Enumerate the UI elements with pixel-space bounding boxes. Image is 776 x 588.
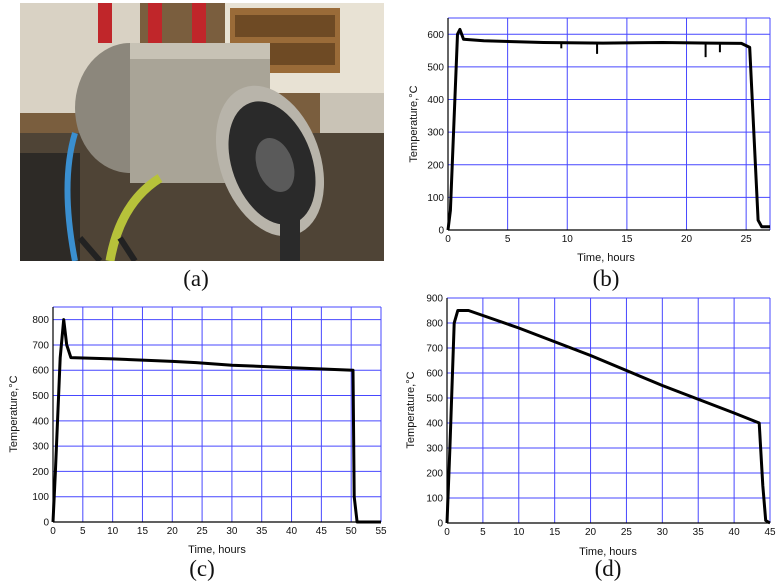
caption-b: (b) <box>592 266 620 291</box>
furnace-photo <box>20 3 384 261</box>
chart-d-x-tick-label: 5 <box>480 527 486 538</box>
chart-d-x-tick-label: 35 <box>693 527 705 538</box>
chart-c-y-tick-label: 0 <box>43 518 49 529</box>
chart-c-x-tick-label: 45 <box>316 526 328 537</box>
chart-c-x-tick-label: 40 <box>286 526 298 537</box>
chart-d-y-tick-label: 800 <box>426 319 443 330</box>
chart-c-y-tick-label: 600 <box>32 366 49 377</box>
chart-c-x-tick-label: 25 <box>197 526 209 537</box>
chart-c-x-tick-label: 20 <box>167 526 179 537</box>
chart-c-x-tick-label: 55 <box>375 526 387 537</box>
chart-b-x-tick-label: 5 <box>505 234 511 245</box>
chart-b-y-tick-label: 600 <box>427 30 444 41</box>
chart-d-x-tick-label: 10 <box>513 527 525 538</box>
chart-c-x-tick-label: 0 <box>50 526 56 537</box>
chart-b-x-tick-label: 20 <box>681 234 693 245</box>
chart-c-y-axis-label: Temperature,°C <box>8 375 20 452</box>
chart-b-x-tick-label: 10 <box>562 234 574 245</box>
chart-c-x-tick-label: 15 <box>137 526 149 537</box>
chart-c-x-tick-label: 10 <box>107 526 119 537</box>
chart-d-series-line <box>445 309 771 525</box>
chart-c-y-tick-label: 100 <box>32 492 49 503</box>
caption-a: (a) <box>183 266 209 291</box>
chart-c-x-tick-label: 50 <box>346 526 358 537</box>
caption-d: (d) <box>594 556 622 581</box>
chart-b-y-axis-label: Temperature,°C <box>408 85 420 162</box>
chart-c-y-tick-label: 200 <box>32 467 49 478</box>
chart-d-x-tick-label: 25 <box>621 527 633 538</box>
chart-d-x-tick-label: 0 <box>444 527 450 538</box>
chart-b-y-tick-label: 500 <box>427 62 444 73</box>
chart-c-x-tick-label: 5 <box>80 526 86 537</box>
chart-d-y-tick-label: 700 <box>426 344 443 355</box>
chart-c-y-tick-label: 500 <box>32 391 49 402</box>
chart-b-x-tick-label: 25 <box>741 234 753 245</box>
caption-c: (c) <box>189 556 215 581</box>
chart-d-y-tick-label: 300 <box>426 444 443 455</box>
chart-d-y-tick-label: 900 <box>426 294 443 305</box>
chart-c-series-line <box>51 318 381 524</box>
chart-d-x-axis-label: Time, hours <box>579 546 637 558</box>
furnace-photo-illustration <box>20 3 384 261</box>
chart-b-y-tick-label: 200 <box>427 160 444 171</box>
chart-b-y-tick-label: 400 <box>427 95 444 106</box>
chart-b-series-line <box>446 27 770 231</box>
chart-d-x-tick-label: 30 <box>657 527 669 538</box>
chart-c-x-tick-label: 35 <box>256 526 268 537</box>
chart-b-x-tick-label: 15 <box>621 234 633 245</box>
chart-d-x-tick-label: 45 <box>764 527 776 538</box>
chart-d-x-tick-label: 20 <box>585 527 597 538</box>
chart-d-y-tick-label: 500 <box>426 394 443 405</box>
chart-c-y-tick-label: 700 <box>32 340 49 351</box>
chart-b-x-axis-label: Time, hours <box>577 252 635 264</box>
chart-d-y-axis-label: Temperature,°C <box>405 371 417 448</box>
chart-d-y-tick-label: 400 <box>426 419 443 430</box>
chart-b-y-tick-label: 100 <box>427 193 444 204</box>
chart-d-y-tick-label: 200 <box>426 469 443 480</box>
chart-b-y-tick-label: 0 <box>438 226 444 237</box>
chart-d-x-tick-label: 40 <box>729 527 741 538</box>
chart-c-y-tick-label: 800 <box>32 315 49 326</box>
chart-d-y-tick-label: 600 <box>426 369 443 380</box>
chart-c-x-tick-label: 30 <box>226 526 238 537</box>
chart-d-y-tick-label: 100 <box>426 494 443 505</box>
chart-b-x-tick-label: 0 <box>445 234 451 245</box>
chart-c-x-axis-label: Time, hours <box>188 544 246 556</box>
chart-c-y-tick-label: 300 <box>32 442 49 453</box>
chart-c-y-tick-label: 400 <box>32 416 49 427</box>
chart-b-y-tick-label: 300 <box>427 128 444 139</box>
chart-d-x-tick-label: 15 <box>549 527 561 538</box>
chart-d-y-tick-label: 0 <box>437 519 443 530</box>
